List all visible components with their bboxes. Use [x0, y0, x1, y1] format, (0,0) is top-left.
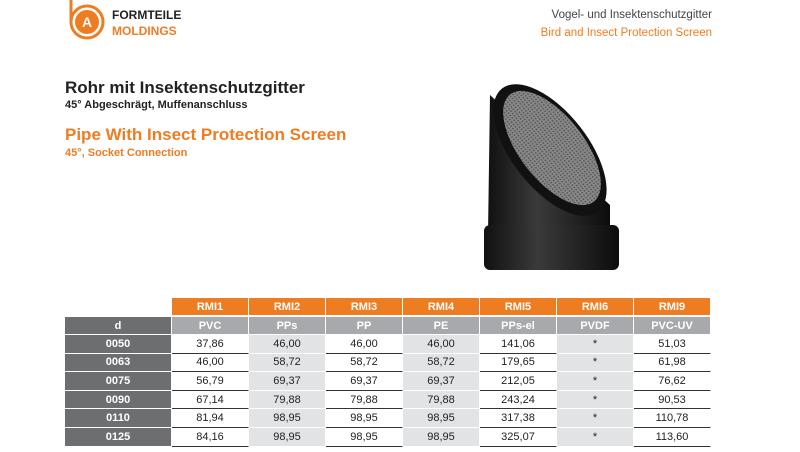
column-code: RMI4: [403, 298, 480, 316]
price-cell: 79,88: [249, 390, 326, 410]
price-cell: 84,16: [172, 428, 249, 447]
price-cell: 58,72: [403, 353, 480, 373]
column-code: RMI3: [326, 298, 403, 316]
material-header: PVC: [172, 317, 249, 335]
brand: FORMTEILE: [112, 8, 182, 22]
brand: MOLDINGS: [112, 24, 177, 38]
row-diameter: 0050: [65, 335, 172, 354]
price-cell: 98,95: [403, 428, 480, 447]
material-header: PPs: [249, 317, 326, 335]
price-cell: 58,72: [326, 353, 403, 373]
price-cell: 46,00: [172, 353, 249, 373]
column-code: RMI9: [634, 298, 711, 316]
price-cell: 98,95: [249, 409, 326, 428]
price-cell: 212,05: [480, 372, 557, 391]
price-cell: 90,53: [634, 390, 711, 410]
price-cell: 98,95: [326, 409, 403, 428]
row-diameter: 0075: [65, 372, 172, 391]
price-cell: 98,95: [326, 428, 403, 447]
row-diameter: 0125: [65, 428, 172, 447]
column-code: RMI5: [480, 298, 557, 316]
price-cell: *: [557, 353, 634, 373]
price-cell: 179,65: [480, 353, 557, 373]
price-cell: 46,00: [326, 335, 403, 354]
price-cell: 79,88: [326, 390, 403, 410]
column-code: RMI2: [249, 298, 326, 316]
price-cell: 46,00: [403, 335, 480, 354]
material-header: PPs-el: [480, 317, 557, 335]
column-code: RMI1: [172, 298, 249, 316]
price-cell: *: [557, 390, 634, 410]
row-diameter: 0110: [65, 409, 172, 428]
price-cell: 317,38: [480, 409, 557, 428]
material-header: PVDF: [557, 317, 634, 335]
price-cell: 37,86: [172, 335, 249, 354]
price-cell: 76,62: [634, 372, 711, 391]
price-cell: 141,06: [480, 335, 557, 354]
row-diameter: 0063: [65, 353, 172, 373]
row-diameter: 0090: [65, 390, 172, 410]
price-cell: 69,37: [249, 372, 326, 391]
price-cell: 98,95: [249, 428, 326, 447]
column-code: RMI6: [557, 298, 634, 316]
price-cell: 79,88: [403, 390, 480, 410]
price-cell: 67,14: [172, 390, 249, 410]
price-cell: 46,00: [249, 335, 326, 354]
material-header: PVC-UV: [634, 317, 711, 335]
price-cell: 325,07: [480, 428, 557, 447]
price-cell: *: [557, 428, 634, 447]
price-cell: 243,24: [480, 390, 557, 410]
logo: A: [69, 0, 105, 40]
price-cell: 51,03: [634, 335, 711, 354]
subtitle: 45°, Socket Connection: [65, 147, 188, 159]
material-header: PE: [403, 317, 480, 335]
product-image: [484, 84, 619, 270]
price-cell: *: [557, 372, 634, 391]
price-cell: 61,98: [634, 353, 711, 373]
corner-header: d: [65, 317, 172, 335]
price-cell: 98,95: [403, 409, 480, 428]
price-cell: 56,79: [172, 372, 249, 391]
price-cell: *: [557, 409, 634, 428]
price-cell: 113,60: [634, 428, 711, 447]
category: Bird and Insect Protection Screen: [540, 27, 712, 39]
price-cell: 81,94: [172, 409, 249, 428]
price-cell: 69,37: [403, 372, 480, 391]
price-cell: 58,72: [249, 353, 326, 373]
price-cell: 69,37: [326, 372, 403, 391]
category: Vogel- und Insektenschutzgitter: [551, 9, 712, 21]
title: Rohr mit Insektenschutzgitter: [65, 78, 305, 97]
logo-letter: A: [82, 14, 92, 30]
material-header: PP: [326, 317, 403, 335]
subtitle: 45° Abgeschrägt, Muffenanschluss: [65, 99, 248, 111]
price-cell: *: [557, 335, 634, 354]
title: Pipe With Insect Protection Screen: [65, 125, 347, 144]
price-cell: 110,78: [634, 409, 711, 428]
